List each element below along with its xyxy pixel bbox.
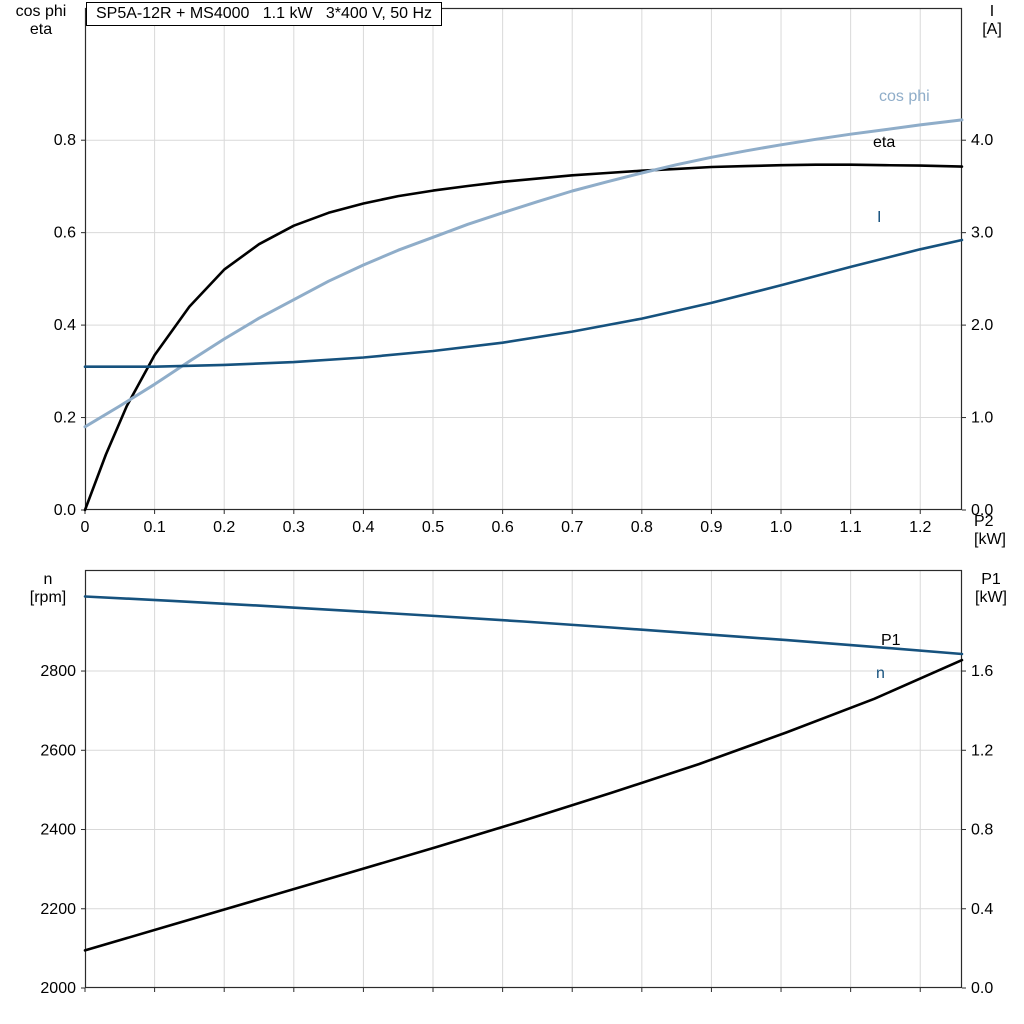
left-tick-label: 0.0 [54, 502, 76, 519]
right-tick-label: 1.6 [971, 663, 993, 680]
right-tick-label: 3.0 [971, 225, 993, 242]
right-tick-label: 0.8 [971, 822, 993, 839]
x-tick-label: 1.0 [770, 519, 792, 536]
curve-cos-phi [83, 118, 964, 429]
axis-title-line: [A] [982, 21, 1002, 38]
left-tick-label: 0.2 [54, 410, 76, 427]
plot-frame [84, 7, 963, 511]
right-tick-label: 0.0 [971, 980, 993, 997]
left-tick-label: 2000 [40, 980, 76, 997]
chart-title: SP5A-12R + MS4000 1.1 kW 3*400 V, 50 Hz [86, 2, 443, 26]
left-tick-label: 2400 [40, 822, 76, 839]
axis-title-line: cos phi [15, 3, 67, 20]
left-tick-label: 0.4 [54, 317, 76, 334]
right-tick-label: 1.2 [971, 742, 993, 759]
axis-title-line: [kW] [975, 589, 1007, 606]
speed-curve-label: n [876, 665, 885, 682]
axis-title-line: I [989, 3, 995, 20]
axis-title-line: n [43, 571, 53, 588]
x-tick-label: 0.7 [561, 519, 583, 536]
cos-phi-curve-label: cos phi [879, 88, 930, 105]
axis-title-line: P1 [981, 571, 1001, 588]
right-tick-label: 2.0 [971, 317, 993, 334]
x-axis-label: P2 [kW] [974, 513, 1006, 548]
left-tick-label: 0.8 [54, 132, 76, 149]
left-tick-label: 2200 [40, 901, 76, 918]
x-tick-label: 0.2 [213, 519, 235, 536]
left-tick-label: 2800 [40, 663, 76, 680]
top-left-axis-title: cos phi eta [2, 3, 80, 39]
x-tick-label: 0 [81, 519, 90, 536]
x-tick-label: 0.4 [352, 519, 374, 536]
curve-eta [83, 163, 964, 512]
x-tick-label: 0.8 [631, 519, 653, 536]
x-tick-label: 0.3 [283, 519, 305, 536]
current-curve-label: I [877, 209, 882, 226]
left-tick-label: 2600 [40, 742, 76, 759]
curve-i [83, 238, 964, 368]
right-tick-label: 0.0 [971, 502, 993, 519]
x-tick-label: 0.9 [700, 519, 722, 536]
axis-title-line: [rpm] [29, 589, 67, 606]
top-right-axis-title: I [A] [964, 3, 1020, 39]
bottom-left-axis-title: n [rpm] [14, 571, 82, 607]
curve-n [83, 595, 964, 656]
plot-frame [84, 569, 963, 989]
curve-p1 [83, 658, 964, 952]
x-tick-label: 0.6 [491, 519, 513, 536]
p1-curve-label: P1 [881, 632, 901, 649]
right-tick-label: 1.0 [971, 410, 993, 427]
x-tick-label: 1.2 [909, 519, 931, 536]
x-tick-label: 0.1 [143, 519, 165, 536]
bottom-right-axis-title: P1 [kW] [962, 571, 1020, 607]
right-tick-label: 0.4 [971, 901, 993, 918]
x-tick-label: 1.1 [840, 519, 862, 536]
eta-curve-label: eta [873, 134, 896, 151]
right-tick-label: 4.0 [971, 132, 993, 149]
left-tick-label: 0.6 [54, 225, 76, 242]
axis-title-line: eta [29, 21, 53, 38]
x-tick-label: 0.5 [422, 519, 444, 536]
